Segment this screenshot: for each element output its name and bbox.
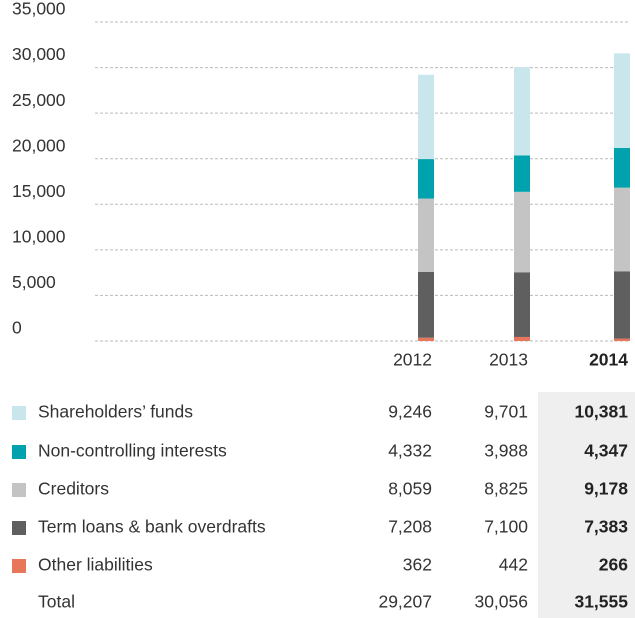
legend-label: Creditors [38, 479, 109, 499]
bar-segment [418, 198, 434, 273]
legend-label: Other liabilities [38, 555, 153, 575]
legend-swatch [12, 521, 26, 535]
table-value: 3,988 [484, 441, 528, 461]
table-value: 7,383 [584, 517, 628, 537]
y-tick-label: 20,000 [12, 135, 66, 155]
highlight-column [538, 392, 635, 618]
bar-segment [418, 337, 434, 341]
table-value: 8,059 [388, 479, 432, 499]
legend-label: Shareholders’ funds [38, 402, 193, 422]
y-tick-label: 5,000 [12, 272, 56, 292]
x-tick-label: 2013 [489, 350, 528, 370]
bar-segment [614, 53, 630, 149]
bar-segment [614, 187, 630, 272]
bar-segment [614, 148, 630, 188]
legend-label: Non-controlling interests [38, 441, 227, 461]
y-tick-label: 30,000 [12, 44, 66, 64]
bar-segment [418, 74, 434, 160]
bar-segment [614, 271, 630, 339]
table-value: 9,701 [484, 402, 528, 422]
x-tick-label: 2012 [393, 350, 432, 370]
legend-swatch [12, 445, 26, 459]
total-label: Total [38, 592, 75, 612]
table-value: 7,208 [388, 517, 432, 537]
y-tick-label: 25,000 [12, 90, 66, 110]
table-value: 10,381 [574, 402, 628, 422]
bar-segment [418, 159, 434, 199]
x-tick-label: 2014 [589, 350, 628, 370]
bar-segment [614, 338, 630, 341]
legend-swatch [12, 483, 26, 497]
y-tick-label: 10,000 [12, 226, 66, 246]
table-value: 362 [403, 555, 432, 575]
table-value: 266 [599, 555, 628, 575]
y-tick-label: 0 [12, 318, 22, 338]
legend-swatch [12, 559, 26, 573]
bar-segment [418, 272, 434, 338]
bar-segment [514, 155, 530, 192]
table-value: 442 [499, 555, 528, 575]
y-tick-label: 35,000 [12, 0, 66, 19]
table-value: 8,825 [484, 479, 528, 499]
table-value: 9,246 [388, 402, 432, 422]
total-value: 29,207 [378, 592, 432, 612]
bar-segment [514, 67, 530, 156]
table-value: 7,100 [484, 517, 528, 537]
bar-segment [514, 191, 530, 273]
total-value: 30,056 [474, 592, 528, 612]
bar-segment [514, 336, 530, 341]
y-tick-label: 15,000 [12, 181, 66, 201]
table-value: 4,332 [388, 441, 432, 461]
table-value: 9,178 [584, 479, 628, 499]
table-value: 4,347 [584, 441, 628, 461]
legend-swatch [12, 406, 26, 420]
total-value: 31,555 [574, 592, 628, 612]
bar-segment [514, 272, 530, 337]
legend-label: Term loans & bank overdrafts [38, 517, 266, 537]
